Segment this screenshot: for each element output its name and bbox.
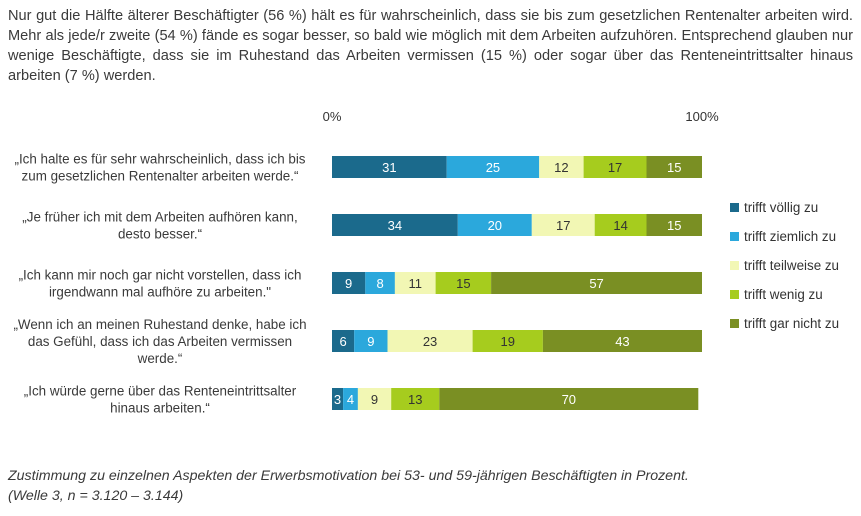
bar-segment	[539, 156, 584, 178]
category-label: desto besser.“	[118, 227, 202, 242]
bar-data-label: 9	[367, 334, 374, 349]
category-label: „Ich halte es für sehr wahrscheinlich, d…	[14, 152, 305, 167]
bar-data-label: 20	[488, 218, 502, 233]
legend-label: trifft teilweise zu	[744, 258, 839, 273]
bar-data-label: 70	[562, 392, 576, 407]
bar-data-label: 11	[409, 276, 423, 291]
category-label: „Ich würde gerne über das Renteneintritt…	[24, 384, 297, 399]
bar-data-label: 8	[376, 276, 383, 291]
bar-data-label: 31	[382, 160, 396, 175]
bar-data-label: 9	[371, 392, 378, 407]
bar-data-label: 19	[501, 334, 515, 349]
category-label: irgendwann mal aufhöre zu arbeiten."	[49, 285, 271, 300]
bar-segment	[583, 156, 647, 178]
bar-segment	[457, 214, 532, 236]
legend-swatch	[730, 232, 739, 241]
intro-text: Nur gut die Hälfte älterer Beschäftigter…	[8, 8, 853, 84]
bar-data-label: 9	[345, 276, 352, 291]
legend-swatch	[730, 290, 739, 299]
bar-data-label: 17	[556, 218, 570, 233]
bar-segment	[332, 272, 366, 294]
legend-swatch	[730, 261, 739, 270]
caption-line-2: (Welle 3, n = 3.120 – 3.144)	[8, 488, 184, 504]
bar-data-label: 15	[667, 218, 681, 233]
bar-segment	[491, 272, 702, 294]
bar-data-label: 34	[388, 218, 402, 233]
x-tick-label: 0%	[323, 109, 342, 124]
bar-data-label: 12	[554, 160, 568, 175]
caption-line-1: Zustimmung zu einzelnen Aspekten der Erw…	[8, 468, 689, 484]
bar-segment	[332, 156, 447, 178]
bar-data-label: 4	[347, 392, 354, 407]
bar-data-label: 25	[486, 160, 500, 175]
bar-segment	[332, 214, 458, 236]
bar-segment	[365, 272, 395, 294]
bar-segment	[531, 214, 595, 236]
legend-swatch	[730, 319, 739, 328]
bar-data-label: 57	[589, 276, 603, 291]
bar-data-label: 17	[608, 160, 622, 175]
bar-segment	[594, 214, 647, 236]
bar-data-label: 23	[423, 334, 437, 349]
category-label: „Wenn ich an meinen Ruhestand denke, hab…	[13, 317, 306, 332]
bar-segment	[394, 272, 436, 294]
legend-label: trifft ziemlich zu	[744, 229, 836, 244]
bar-segment	[387, 330, 473, 352]
bar-segment	[646, 156, 702, 178]
bar-segment	[357, 388, 392, 410]
bar-segment	[391, 388, 440, 410]
legend-label: trifft gar nicht zu	[744, 316, 839, 331]
category-label: „Ich kann mir noch gar nicht vorstellen,…	[19, 268, 302, 283]
bar-segment	[332, 330, 355, 352]
bar-segment	[472, 330, 543, 352]
bar-segment	[439, 388, 699, 410]
bar-data-label: 13	[408, 392, 422, 407]
category-label: „Je früher ich mit dem Arbeiten aufhören…	[22, 210, 297, 225]
bar-data-label: 14	[613, 218, 627, 233]
category-label: werde.“	[137, 351, 183, 366]
legend-label: trifft völlig zu	[744, 200, 818, 215]
category-label: das Gefühl, dass ich das Arbeiten vermis…	[28, 334, 292, 349]
bar-data-label: 43	[615, 334, 629, 349]
bar-data-label: 15	[667, 160, 681, 175]
legend-label: trifft wenig zu	[744, 287, 823, 302]
chart-caption: Zustimmung zu einzelnen Aspekten der Erw…	[8, 466, 853, 506]
x-tick-label: 100%	[685, 109, 719, 124]
bar-data-label: 6	[339, 334, 346, 349]
legend-swatch	[730, 203, 739, 212]
bar-data-label: 15	[456, 276, 470, 291]
bar-segment	[646, 214, 702, 236]
category-label: zum gesetzlichen Rentenalter arbeiten we…	[22, 169, 299, 184]
bar-data-label: 3	[334, 392, 341, 407]
bar-segment	[332, 388, 344, 410]
bar-segment	[343, 388, 358, 410]
bar-segment	[435, 272, 492, 294]
bar-segment	[446, 156, 540, 178]
bar-segment	[542, 330, 702, 352]
bar-segment	[354, 330, 388, 352]
category-label: hinaus arbeiten.“	[110, 401, 210, 416]
